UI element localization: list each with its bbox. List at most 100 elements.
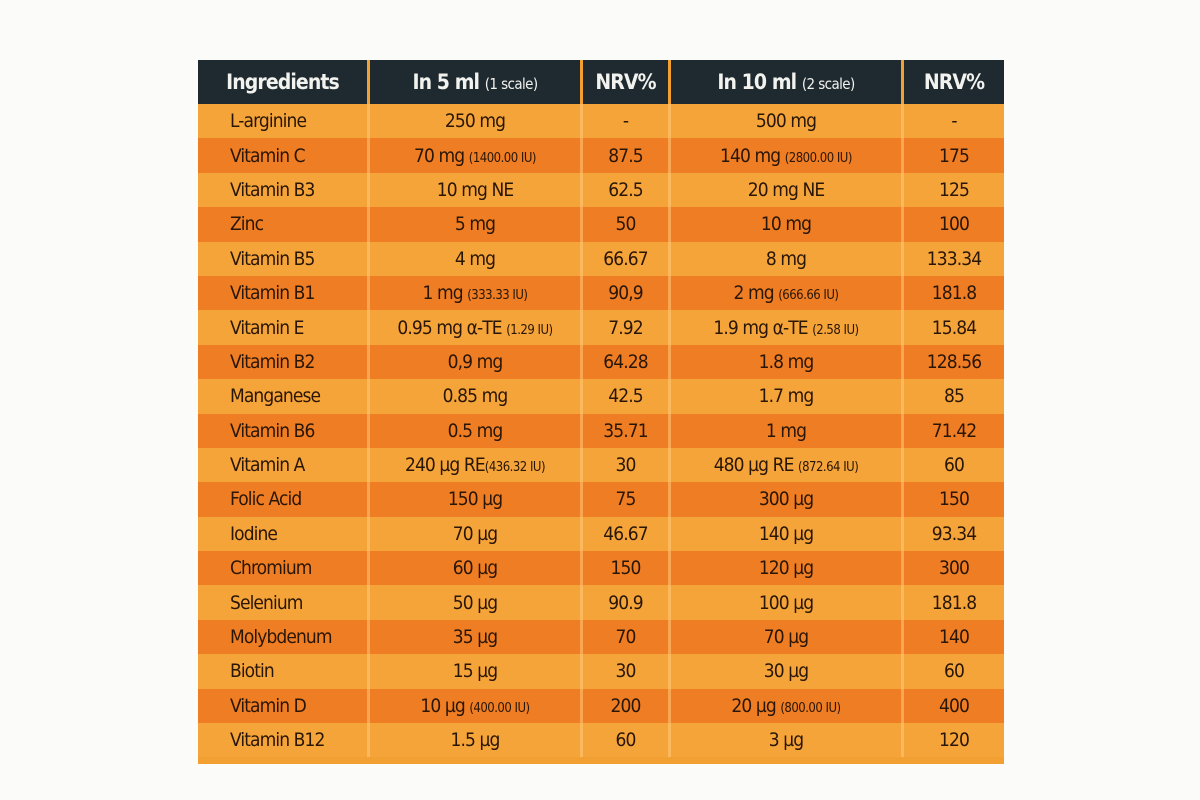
- cell-nrv-5ml: 50: [583, 207, 671, 242]
- cell-ingredient: Vitamin B2: [198, 344, 370, 380]
- cell-nrv-5ml: 60: [583, 723, 671, 758]
- cell-nrv-10ml-value: 181.8: [931, 591, 977, 614]
- cell-nrv-10ml: 300: [904, 551, 1004, 586]
- cell-amount-5ml-value: 5 mg: [454, 213, 496, 236]
- cell-amount-10ml: 30 µg: [671, 654, 904, 689]
- cell-ingredient-value: Vitamin B3: [230, 178, 315, 201]
- column-header-in-5-ml: In 5 ml (1 scale): [370, 60, 583, 104]
- cell-nrv-10ml-value: 125: [939, 178, 970, 201]
- cell-ingredient: Vitamin B12: [198, 723, 370, 758]
- table-row: Vitamin B1 1 mg (333.33 IU) 90,9 2 mg (666.…: [198, 275, 1004, 311]
- cell-amount-5ml: 50 µg: [370, 585, 583, 620]
- cell-amount-5ml-value: 10 µg: [420, 694, 470, 717]
- cell-ingredient-value: Vitamin A: [230, 454, 305, 477]
- cell-amount-10ml: 3 µg: [671, 723, 904, 758]
- cell-nrv-5ml: 42.5: [583, 379, 671, 414]
- cell-nrv-10ml-value: 60: [944, 454, 965, 477]
- table-row: Vitamin B2 0,9 mg 64.28 1.8 mg 128.56: [198, 344, 1004, 380]
- cell-nrv-5ml-value: 62.5: [608, 178, 643, 201]
- cell-ingredient-value: Vitamin B6: [230, 419, 315, 442]
- table-row: Zinc 5 mg 50 10 mg 100: [198, 207, 1004, 242]
- column-header-sublabel: (1 scale): [484, 75, 538, 93]
- cell-amount-10ml: 20 µg (800.00 IU): [671, 688, 904, 724]
- cell-amount-5ml-value: 1 mg: [422, 282, 468, 305]
- cell-amount-5ml-value: 35 µg: [452, 626, 498, 649]
- cell-amount-10ml-value: 1 mg: [765, 419, 807, 442]
- cell-ingredient-value: Vitamin B2: [230, 350, 315, 373]
- cell-nrv-5ml-value: 150: [610, 557, 642, 580]
- cell-nrv-5ml: 30: [583, 447, 671, 483]
- table-row: Vitamin B12 1.5 µg 60 3 µg 120: [198, 723, 1004, 758]
- cell-amount-5ml-value: 250 mg: [444, 110, 506, 133]
- cell-amount-5ml: 0.85 mg: [370, 379, 583, 414]
- cell-nrv-5ml-value: 60: [615, 729, 637, 752]
- cell-amount-5ml-value: 0.85 mg: [442, 385, 509, 408]
- table-row: Molybdenum 35 µg 70 70 µg 140: [198, 619, 1004, 655]
- table-row: Manganese 0.85 mg 42.5 1.7 mg 85: [198, 379, 1004, 414]
- cell-amount-10ml-iu-note: (2800.00 IU): [784, 150, 853, 166]
- cell-ingredient: Iodine: [198, 516, 370, 552]
- cell-nrv-5ml-value: 87.5: [608, 144, 643, 167]
- cell-amount-10ml-value: 1.8 mg: [758, 350, 815, 373]
- cell-amount-10ml-value: 300 µg: [758, 488, 814, 511]
- cell-nrv-5ml: -: [583, 104, 671, 139]
- cell-nrv-5ml-value: 75: [615, 488, 637, 511]
- cell-ingredient: Vitamin B1: [198, 275, 370, 311]
- cell-nrv-10ml-value: 300: [939, 557, 970, 580]
- table-row: Chromium 60 µg 150 120 µg 300: [198, 551, 1004, 586]
- cell-amount-5ml: 35 µg: [370, 619, 583, 655]
- cell-nrv-10ml-value: 181.8: [931, 282, 977, 305]
- cell-amount-5ml: 240 µg RE(436.32 IU): [370, 447, 583, 483]
- cell-amount-5ml-value: 70 µg: [452, 522, 498, 545]
- table-row: Vitamin A 240 µg RE(436.32 IU) 30 480 µg RE…: [198, 447, 1004, 483]
- cell-amount-5ml-value: 10 mg NE: [436, 178, 514, 201]
- cell-amount-5ml-iu-note: (436.32 IU): [484, 460, 546, 476]
- cell-amount-10ml: 1.8 mg: [671, 344, 904, 380]
- cell-amount-10ml: 2 mg (666.66 IU): [671, 275, 904, 311]
- cell-ingredient-value: Vitamin D: [230, 694, 307, 717]
- cell-nrv-10ml-value: 15.84: [931, 316, 977, 339]
- cell-amount-10ml: 500 mg: [671, 104, 904, 139]
- cell-amount-5ml: 15 µg: [370, 654, 583, 689]
- cell-amount-5ml: 1.5 µg: [370, 723, 583, 758]
- cell-amount-10ml: 10 mg: [671, 207, 904, 242]
- cell-nrv-5ml: 75: [583, 482, 671, 517]
- cell-nrv-10ml-value: 128.56: [926, 350, 982, 373]
- cell-amount-10ml-value: 140 µg: [758, 522, 814, 545]
- cell-nrv-5ml-value: 50: [615, 213, 637, 236]
- cell-nrv-5ml-value: 30: [615, 660, 637, 683]
- column-header-label: In 5 ml: [412, 70, 485, 94]
- cell-ingredient-value: Vitamin B1: [230, 282, 315, 305]
- nutrition-table: Ingredients In 5 ml (1 scale) NRV% In 10…: [198, 60, 1004, 758]
- cell-ingredient: Folic Acid: [198, 482, 370, 517]
- cell-amount-10ml-value: 10 mg: [760, 213, 812, 236]
- cell-ingredient-value: Selenium: [230, 591, 303, 614]
- column-header-label: NRV%: [595, 70, 656, 94]
- cell-nrv-5ml: 35.71: [583, 413, 671, 448]
- cell-ingredient-value: Manganese: [230, 385, 321, 408]
- column-header-ingredients: Ingredients: [198, 60, 370, 104]
- cell-nrv-5ml: 46.67: [583, 516, 671, 552]
- column-header-in-10-ml: In 10 ml (2 scale): [671, 60, 904, 104]
- cell-nrv-10ml-value: 140: [939, 626, 970, 649]
- cell-ingredient-value: L-arginine: [230, 110, 307, 133]
- cell-nrv-10ml: 125: [904, 172, 1004, 208]
- cell-amount-5ml-iu-note: (333.33 IU): [467, 288, 528, 304]
- cell-nrv-10ml: 181.8: [904, 275, 1004, 311]
- cell-amount-10ml: 300 µg: [671, 482, 904, 517]
- cell-amount-10ml-value: 480 µg RE: [713, 454, 799, 477]
- cell-nrv-10ml: 60: [904, 447, 1004, 483]
- table-row: L-arginine 250 mg - 500 mg -: [198, 104, 1004, 139]
- table-row: Vitamin D 10 µg (400.00 IU) 200 20 µg (800.…: [198, 688, 1004, 724]
- cell-amount-10ml-value: 2 mg: [733, 282, 779, 305]
- cell-nrv-10ml: 128.56: [904, 344, 1004, 380]
- cell-amount-10ml-iu-note: (666.66 IU): [778, 288, 839, 304]
- cell-ingredient-value: Chromium: [230, 557, 312, 580]
- cell-nrv-10ml-value: 85: [944, 385, 965, 408]
- column-header-nrv-5: NRV%: [583, 60, 671, 104]
- cell-amount-10ml-value: 140 mg: [720, 144, 785, 167]
- cell-ingredient: Manganese: [198, 379, 370, 414]
- cell-ingredient-value: Vitamin C: [230, 144, 306, 167]
- column-header-label: NRV%: [923, 70, 985, 94]
- cell-amount-10ml: 480 µg RE (872.64 IU): [671, 447, 904, 483]
